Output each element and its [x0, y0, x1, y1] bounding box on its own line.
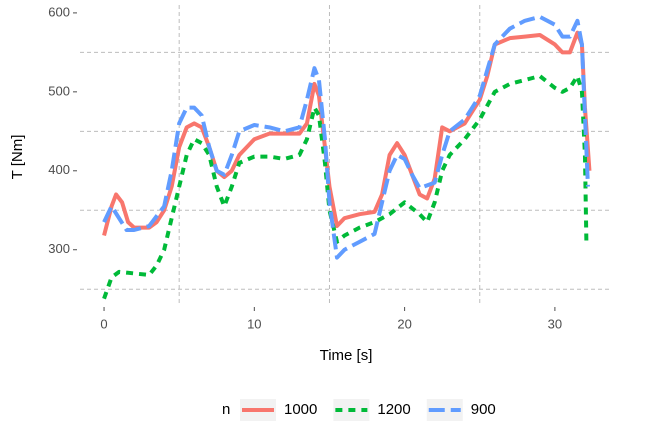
y-axis-label: T [Nm] — [9, 135, 26, 180]
x-tick-label: 20 — [397, 316, 411, 331]
line-series — [102, 30, 592, 237]
x-tick-label: 0 — [100, 316, 107, 331]
x-tick-label: 10 — [247, 316, 261, 331]
y-tick-label: 400 — [48, 162, 70, 177]
legend-label: 1200 — [377, 401, 410, 418]
line-series — [102, 74, 589, 300]
line-series — [102, 14, 590, 260]
y-tick-label: 500 — [48, 83, 70, 98]
y-tick-label: 300 — [48, 241, 70, 256]
y-tick-label: 600 — [48, 4, 70, 19]
legend-title: n — [222, 401, 230, 418]
x-axis-label: Time [s] — [320, 347, 373, 364]
legend-label: 1000 — [284, 401, 317, 418]
legend-label: 900 — [471, 401, 496, 418]
x-tick-label: 30 — [548, 316, 562, 331]
